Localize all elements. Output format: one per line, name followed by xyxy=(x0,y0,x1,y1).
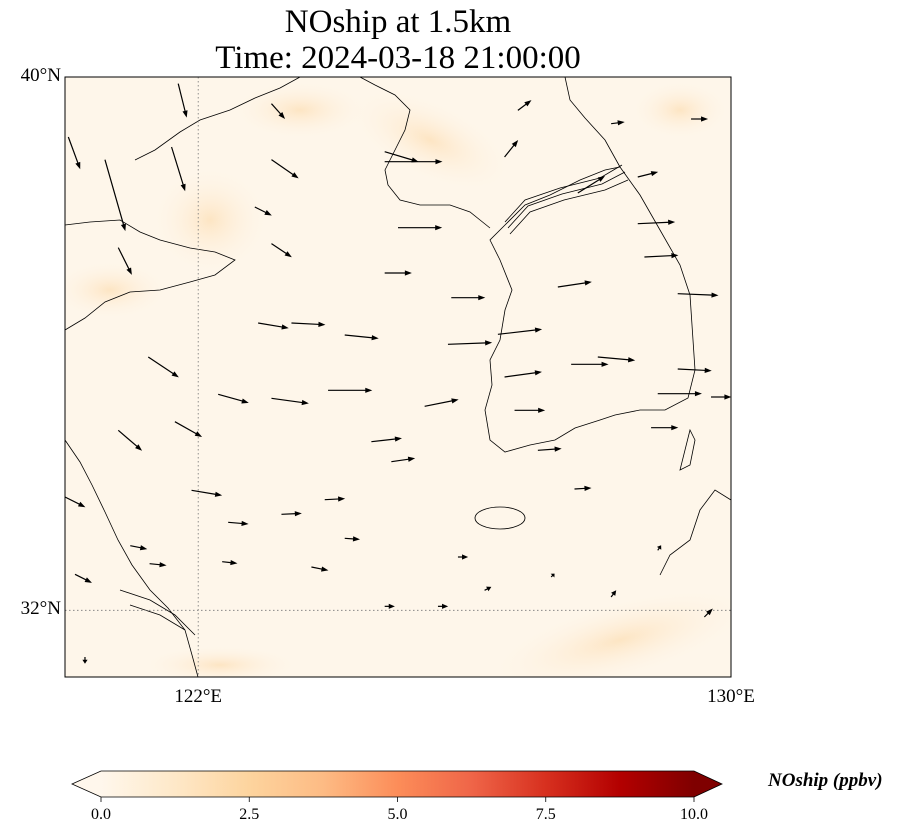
wind-arrow xyxy=(550,573,555,578)
wind-arrow xyxy=(222,560,238,566)
wind-arrow xyxy=(174,421,203,437)
wind-arrow xyxy=(271,159,299,179)
north-korea-coastline xyxy=(359,77,621,229)
wind-arrow xyxy=(644,253,679,259)
colorbar-tick-label: 7.5 xyxy=(535,806,556,823)
wind-arrow xyxy=(711,394,731,400)
wind-arrow xyxy=(291,321,326,327)
colorbar-ticks xyxy=(100,797,695,802)
coastlines xyxy=(65,77,731,677)
liaodong-coastline xyxy=(134,77,301,161)
wind-arrow xyxy=(177,83,188,118)
wind-arrow xyxy=(130,545,148,551)
wind-arrow xyxy=(504,370,542,378)
china-east-coastline xyxy=(65,439,199,677)
wind-arrow xyxy=(517,100,532,111)
wind-arrow xyxy=(271,103,286,119)
wind-arrow xyxy=(344,334,379,341)
colorbar-tick-label: 10.0 xyxy=(680,806,708,823)
wind-arrow xyxy=(391,456,416,463)
wind-arrow xyxy=(610,590,617,598)
lon-label: 122°E xyxy=(174,686,223,707)
colorbar-tick-label: 2.5 xyxy=(239,806,260,823)
wind-arrow xyxy=(497,327,543,335)
wind-arrow xyxy=(398,225,443,231)
map-title: NOship at 1.5km xyxy=(284,4,512,40)
wind-arrow xyxy=(504,140,519,158)
korea-coastline xyxy=(484,166,696,453)
map-frame xyxy=(64,76,732,678)
wind-arrow xyxy=(537,446,562,452)
wind-arrow xyxy=(703,608,713,618)
wind-arrow xyxy=(117,429,143,451)
lat-label: 32°N xyxy=(20,598,61,620)
wind-arrow xyxy=(82,657,88,664)
wind-arrow xyxy=(117,247,132,275)
wind-arrow xyxy=(191,489,223,497)
wind-arrow xyxy=(571,361,609,367)
wind-arrow xyxy=(637,171,659,178)
colorbar-tick-label: 5.0 xyxy=(387,806,408,823)
wind-arrow xyxy=(574,485,592,491)
concentration-field xyxy=(65,80,731,677)
wind-arrow xyxy=(656,545,662,551)
wind-arrow xyxy=(611,120,625,126)
dmz-boundary xyxy=(504,164,629,235)
wind-arrow xyxy=(677,367,712,373)
wind-arrow xyxy=(218,393,249,404)
lon-label: 130°E xyxy=(707,686,755,707)
gridlines xyxy=(65,77,731,677)
wind-arrow xyxy=(344,536,361,542)
wind-arrow xyxy=(147,356,179,378)
wind-arrow xyxy=(170,146,186,192)
wind-arrow xyxy=(384,603,395,609)
bohai-coastline xyxy=(65,219,236,331)
wind-arrow xyxy=(65,496,86,508)
colorbar-tick-label: 0.0 xyxy=(91,806,111,823)
wind-arrow xyxy=(597,356,636,363)
lat-label: 40°N xyxy=(20,65,61,86)
wind-arrow xyxy=(149,562,167,568)
japan-coastline xyxy=(659,428,731,576)
wind-arrow xyxy=(384,159,443,165)
wind-arrow xyxy=(328,387,373,393)
wind-arrow xyxy=(311,566,329,572)
wind-arrow xyxy=(651,425,679,431)
wind-arrow xyxy=(691,116,709,122)
wind-arrow xyxy=(254,206,272,216)
colorbar xyxy=(71,770,723,798)
wind-arrow xyxy=(424,398,459,407)
wind-arrow xyxy=(271,243,292,258)
wind-arrow xyxy=(657,391,702,397)
jeju-island xyxy=(474,506,526,530)
wind-arrow xyxy=(67,136,81,170)
wind-arrow xyxy=(637,219,676,225)
wind-arrow xyxy=(437,603,449,609)
wind-arrow xyxy=(228,520,249,527)
wind-vectors xyxy=(65,83,731,664)
yangtze-estuary xyxy=(119,589,196,636)
wind-arrow xyxy=(324,496,346,502)
wind-arrow xyxy=(451,295,486,301)
wind-arrow xyxy=(384,270,412,276)
wind-arrow xyxy=(74,573,92,583)
wind-arrow xyxy=(271,397,309,406)
map-subtitle-time: Time: 2024-03-18 21:00:00 xyxy=(215,40,581,76)
wind-arrow xyxy=(457,554,469,560)
wind-arrow xyxy=(577,176,606,194)
wind-arrow xyxy=(258,322,289,330)
wind-arrow xyxy=(447,340,493,346)
colorbar-label: NOship (ppbv) xyxy=(768,770,883,791)
wind-arrow xyxy=(677,292,719,298)
wind-arrow xyxy=(104,159,126,232)
wind-arrow xyxy=(484,586,492,592)
wind-arrow xyxy=(557,280,592,288)
wind-arrow xyxy=(514,407,546,413)
wind-arrow xyxy=(281,511,302,517)
wind-arrow xyxy=(371,436,402,443)
